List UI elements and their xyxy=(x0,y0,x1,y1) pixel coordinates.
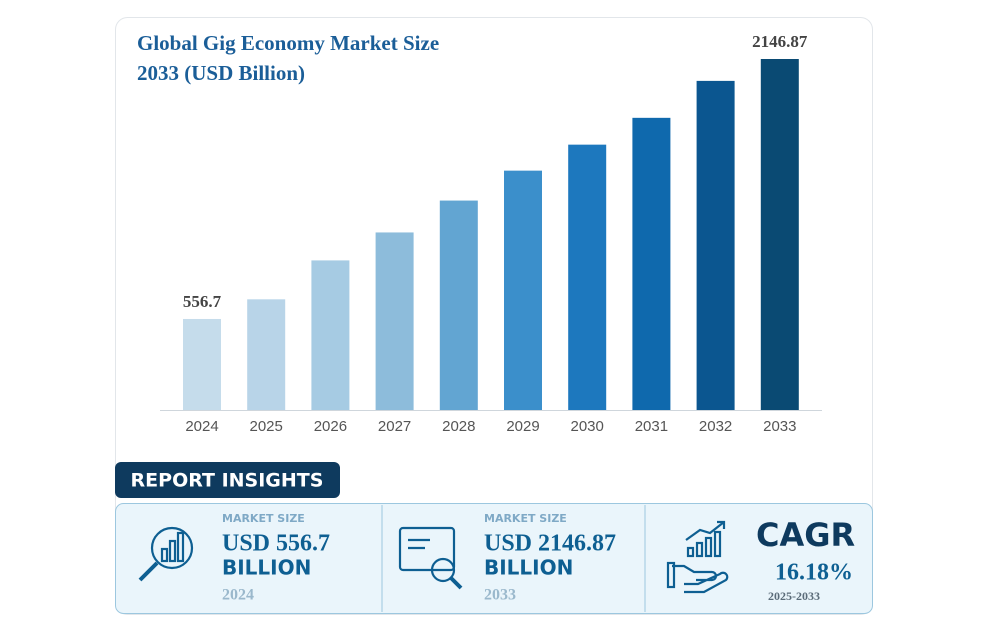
item-label: CAGR xyxy=(756,516,855,554)
insights-tab xyxy=(115,462,340,498)
x-tick-label: 2029 xyxy=(506,418,539,435)
x-tick-label: 2028 xyxy=(442,418,475,435)
icon-hand-growth xyxy=(666,520,729,594)
x-tick-label: 2026 xyxy=(314,418,347,435)
item-value: 16.18% xyxy=(775,560,853,586)
x-tick-label: 2033 xyxy=(763,418,796,435)
item-unit: BILLION xyxy=(222,556,311,580)
bar xyxy=(439,200,478,410)
bar xyxy=(311,260,350,410)
bar xyxy=(632,117,671,411)
icon-monitor-search xyxy=(398,526,463,590)
insights-panel xyxy=(115,503,873,614)
x-tick-label: 2027 xyxy=(378,418,411,435)
x-tick-label: 2032 xyxy=(699,418,732,435)
x-tick-label: 2025 xyxy=(250,418,283,435)
value-label: 2146.87 xyxy=(752,32,808,51)
item-unit: BILLION xyxy=(484,556,573,580)
bar xyxy=(375,232,414,410)
bar xyxy=(183,318,221,410)
item-period: 2025-2033 xyxy=(768,589,820,603)
x-tick-label: 2030 xyxy=(571,418,604,435)
item-value: USD 2146.87 xyxy=(484,531,616,557)
item-label: MARKET SIZE xyxy=(222,512,305,525)
insights-title: REPORT INSIGHTS xyxy=(131,470,324,492)
bar xyxy=(247,299,286,410)
chart-title: 2033 (USD Billion) xyxy=(137,61,305,85)
item-value: USD 556.7 xyxy=(222,531,330,557)
value-label: 556.7 xyxy=(183,292,222,311)
icon-chart-search xyxy=(138,526,194,582)
bar xyxy=(760,59,799,410)
item-label: MARKET SIZE xyxy=(484,512,567,525)
item-period: 2024 xyxy=(222,587,254,604)
bar xyxy=(568,144,607,410)
chart-title: Global Gig Economy Market Size xyxy=(137,31,439,55)
x-tick-label: 2031 xyxy=(635,418,668,435)
item-period: 2033 xyxy=(484,587,516,604)
x-tick-label: 2024 xyxy=(185,418,218,435)
bars: 2024 556.7 2025 2026 2027 2028 2029 2030 2031 203… xyxy=(183,32,808,435)
bar xyxy=(504,170,542,410)
bar xyxy=(696,80,735,411)
